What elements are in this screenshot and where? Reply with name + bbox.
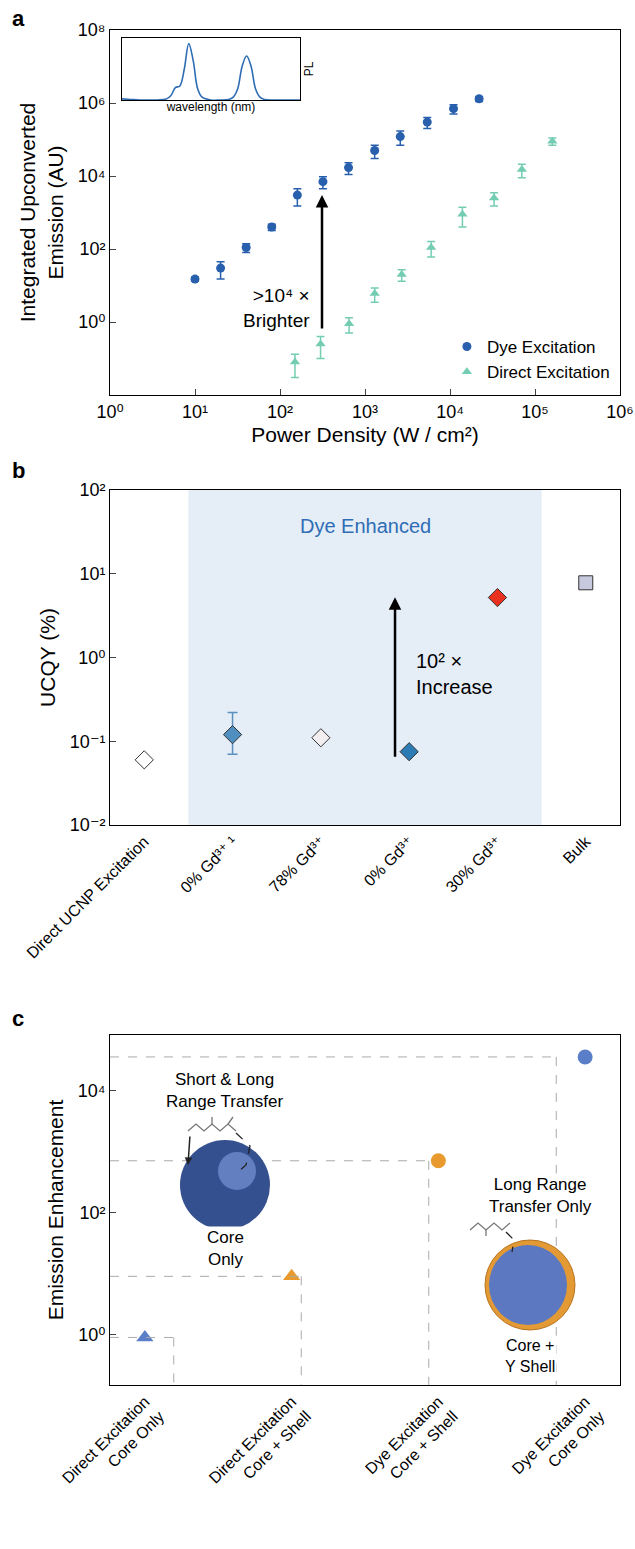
- svg-text:10²: 10²: [267, 402, 293, 422]
- svg-text:10⁴: 10⁴: [436, 402, 464, 422]
- svg-text:0% Gd³⁺ ¹: 0% Gd³⁺ ¹: [177, 833, 240, 896]
- svg-text:Emission Enhancement: Emission Enhancement: [44, 1100, 67, 1321]
- svg-text:Dye ExcitationCore + Shell: Dye ExcitationCore + Shell: [362, 1393, 461, 1492]
- svg-text:Direct UCNP Excitation: Direct UCNP Excitation: [23, 833, 152, 962]
- svg-text:Direct ExcitationCore + Shell: Direct ExcitationCore + Shell: [206, 1393, 314, 1501]
- svg-text:10²: 10²: [79, 239, 105, 259]
- svg-text:10¹: 10¹: [182, 402, 208, 422]
- svg-text:10²: 10²: [79, 1203, 105, 1223]
- svg-text:Integrated UpconvertedEmission: Integrated UpconvertedEmission (AU): [16, 103, 66, 322]
- svg-text:10⁵: 10⁵: [521, 402, 548, 422]
- svg-text:10⁴: 10⁴: [78, 1080, 106, 1100]
- svg-text:10⁻¹: 10⁻¹: [70, 732, 106, 752]
- svg-text:78% Gd³⁺: 78% Gd³⁺: [266, 833, 329, 896]
- svg-text:>10⁴ ×Brighter: >10⁴ ×Brighter: [243, 285, 310, 331]
- svg-text:Power Density (W / cm²): Power Density (W / cm²): [251, 423, 479, 446]
- svg-text:Dye Excitation: Dye Excitation: [487, 338, 596, 357]
- svg-text:Core +Y Shell: Core +Y Shell: [505, 1337, 555, 1375]
- svg-text:10⁰: 10⁰: [78, 312, 105, 332]
- svg-text:Dye ExcitationCore Only: Dye ExcitationCore Only: [509, 1393, 608, 1492]
- svg-text:10⁶: 10⁶: [78, 93, 105, 113]
- svg-text:Direct Excitation: Direct Excitation: [487, 363, 610, 382]
- svg-text:wavelength (nm): wavelength (nm): [166, 100, 256, 114]
- svg-text:10⁰: 10⁰: [78, 1325, 105, 1345]
- svg-text:CoreOnly: CoreOnly: [207, 1228, 244, 1269]
- svg-text:b: b: [12, 458, 25, 483]
- svg-text:10¹: 10¹: [79, 564, 105, 584]
- svg-text:Dye Enhanced: Dye Enhanced: [300, 515, 431, 537]
- svg-text:Short & LongRange Transfer: Short & LongRange Transfer: [166, 1070, 284, 1111]
- svg-text:PL: PL: [302, 61, 316, 76]
- svg-text:10⁻²: 10⁻²: [70, 815, 106, 835]
- svg-text:10⁰: 10⁰: [96, 402, 123, 422]
- svg-text:Long RangeTransfer Only: Long RangeTransfer Only: [489, 1175, 592, 1216]
- svg-text:UCQY (%): UCQY (%): [36, 608, 59, 707]
- svg-text:10⁸: 10⁸: [78, 20, 106, 40]
- svg-text:10² ×Increase: 10² ×Increase: [416, 650, 493, 698]
- svg-text:30% Gd³⁺: 30% Gd³⁺: [443, 833, 506, 896]
- svg-text:10³: 10³: [352, 402, 378, 422]
- svg-text:0% Gd³⁺: 0% Gd³⁺: [361, 833, 417, 889]
- svg-text:10²: 10²: [79, 480, 105, 500]
- svg-text:10⁰: 10⁰: [78, 648, 105, 668]
- svg-text:c: c: [12, 1006, 24, 1031]
- svg-text:Direct ExcitationCore Only: Direct ExcitationCore Only: [59, 1393, 167, 1501]
- svg-text:Bulk: Bulk: [559, 832, 594, 867]
- svg-text:10⁴: 10⁴: [78, 166, 106, 186]
- svg-text:a: a: [12, 6, 25, 31]
- svg-text:10⁶: 10⁶: [606, 402, 633, 422]
